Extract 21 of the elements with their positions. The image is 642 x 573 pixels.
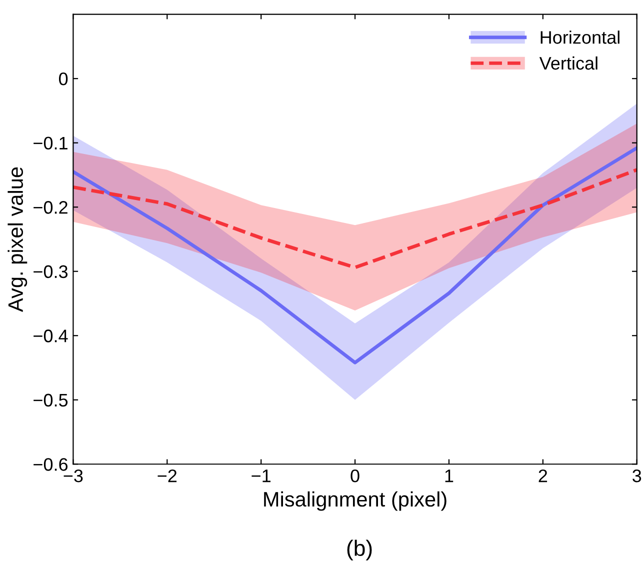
x-tick-label: 2 (538, 469, 548, 482)
y-tick-label: −0.2 (34, 201, 68, 214)
x-tick-label: −2 (158, 469, 177, 482)
y-tick-label: −0.3 (34, 265, 68, 278)
y-axis-title: Avg. pixel value (8, 167, 28, 312)
line-series (73, 168, 637, 270)
line-series (73, 146, 637, 364)
x-tick-label: 0 (350, 469, 360, 482)
x-tick-label: −3 (64, 469, 83, 482)
y-tick-label: −0.1 (34, 136, 68, 150)
x-axis-title: Misalignment (pixel) (264, 491, 446, 511)
x-tick-label: 1 (445, 470, 454, 482)
y-tick-label: −0.4 (34, 330, 68, 342)
y-tick-label: 0 (58, 72, 68, 86)
y-tick-label: −0.6 (34, 458, 68, 471)
x-tick-label: −1 (252, 470, 270, 482)
legend-label: Vertical (539, 56, 598, 70)
legend-label: Horizontal (540, 30, 620, 44)
text: (b) (347, 540, 372, 560)
x-tick-label: 3 (632, 469, 642, 482)
y-tick-label: −0.5 (34, 394, 68, 407)
